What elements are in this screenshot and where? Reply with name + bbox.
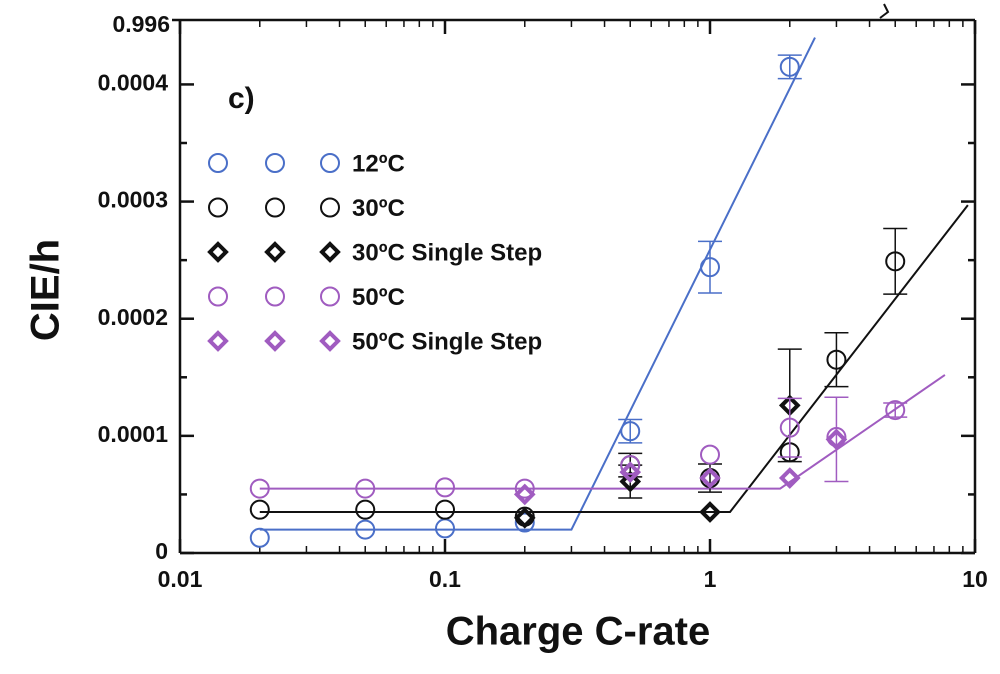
y-tick-label: 0.0002 [98, 304, 168, 330]
y-tick-label: 0.0001 [98, 421, 169, 447]
y-tick-label: 0.0004 [98, 70, 169, 96]
circle-marker [208, 286, 228, 307]
x-tick-label: 0.1 [429, 566, 461, 592]
x-tick-label: 0.01 [158, 566, 203, 592]
diamond-marker [264, 241, 286, 263]
circle-marker [779, 417, 800, 438]
circle-marker [355, 499, 376, 520]
circle-marker [355, 478, 376, 499]
diamond-marker [513, 483, 536, 506]
legend-label: 12ºC [352, 150, 405, 177]
circle-marker [320, 153, 340, 173]
diamond-marker [619, 470, 642, 493]
circle-marker [249, 499, 270, 520]
circle-marker [320, 197, 340, 218]
circle-marker [700, 257, 720, 278]
circle-marker [620, 421, 641, 442]
x-tick-label: 1 [704, 566, 717, 592]
diamond-marker [778, 467, 801, 489]
circle-marker [320, 286, 340, 307]
legend-label: 50ºC [352, 284, 405, 311]
circle-marker [249, 527, 270, 548]
y-axis-title: CIE/h [24, 239, 68, 341]
circle-marker [265, 153, 285, 173]
circle-marker [779, 56, 800, 77]
error-bar [618, 418, 643, 444]
circle-marker [265, 286, 285, 307]
fit-line [259, 37, 816, 531]
diamond-marker [207, 330, 229, 352]
circle-marker [435, 499, 455, 520]
error-bar [824, 396, 849, 483]
error-bar [883, 402, 908, 418]
circle-marker [355, 519, 376, 540]
circle-marker [435, 477, 455, 498]
diamond-marker [207, 241, 229, 263]
circle-marker [208, 153, 228, 173]
circle-marker [265, 197, 285, 218]
y-tick-label: 0 [155, 538, 168, 564]
diamond-marker [825, 428, 848, 451]
error-bar [698, 240, 722, 294]
diamond-marker [699, 501, 721, 523]
axis-break-mark [879, 3, 890, 19]
legend-label: 30ºC [352, 195, 405, 222]
circle-marker [514, 478, 535, 499]
circle-marker [885, 400, 906, 421]
x-tick-label: 10 [962, 566, 988, 592]
diamond-marker [619, 461, 642, 483]
axis-break-label: 0.996 [112, 11, 170, 37]
circle-marker [208, 197, 228, 218]
fit-line [259, 374, 946, 490]
diamond-marker [699, 467, 721, 489]
error-bar [777, 397, 802, 458]
legend-label: 30ºC Single Step [352, 239, 542, 266]
y-tick-label: 0.0003 [98, 187, 168, 213]
error-bar [777, 54, 802, 80]
diamond-marker [513, 507, 536, 529]
circle-marker [826, 349, 847, 370]
circle-marker [620, 455, 641, 476]
circle-marker [249, 478, 270, 499]
error-bar [824, 332, 849, 388]
legend-label: 50ºC Single Step [352, 328, 542, 355]
circle-marker [700, 444, 720, 465]
diamond-marker [319, 330, 341, 352]
diamond-marker [319, 241, 341, 263]
x-axis-title: Charge C-rate [446, 610, 711, 654]
diamond-marker [264, 330, 286, 352]
circle-marker [435, 518, 455, 539]
circle-marker [885, 251, 906, 272]
panel-label: c) [228, 82, 255, 115]
circle-marker [514, 512, 535, 533]
error-bar [883, 227, 908, 295]
fit-line [259, 204, 969, 513]
